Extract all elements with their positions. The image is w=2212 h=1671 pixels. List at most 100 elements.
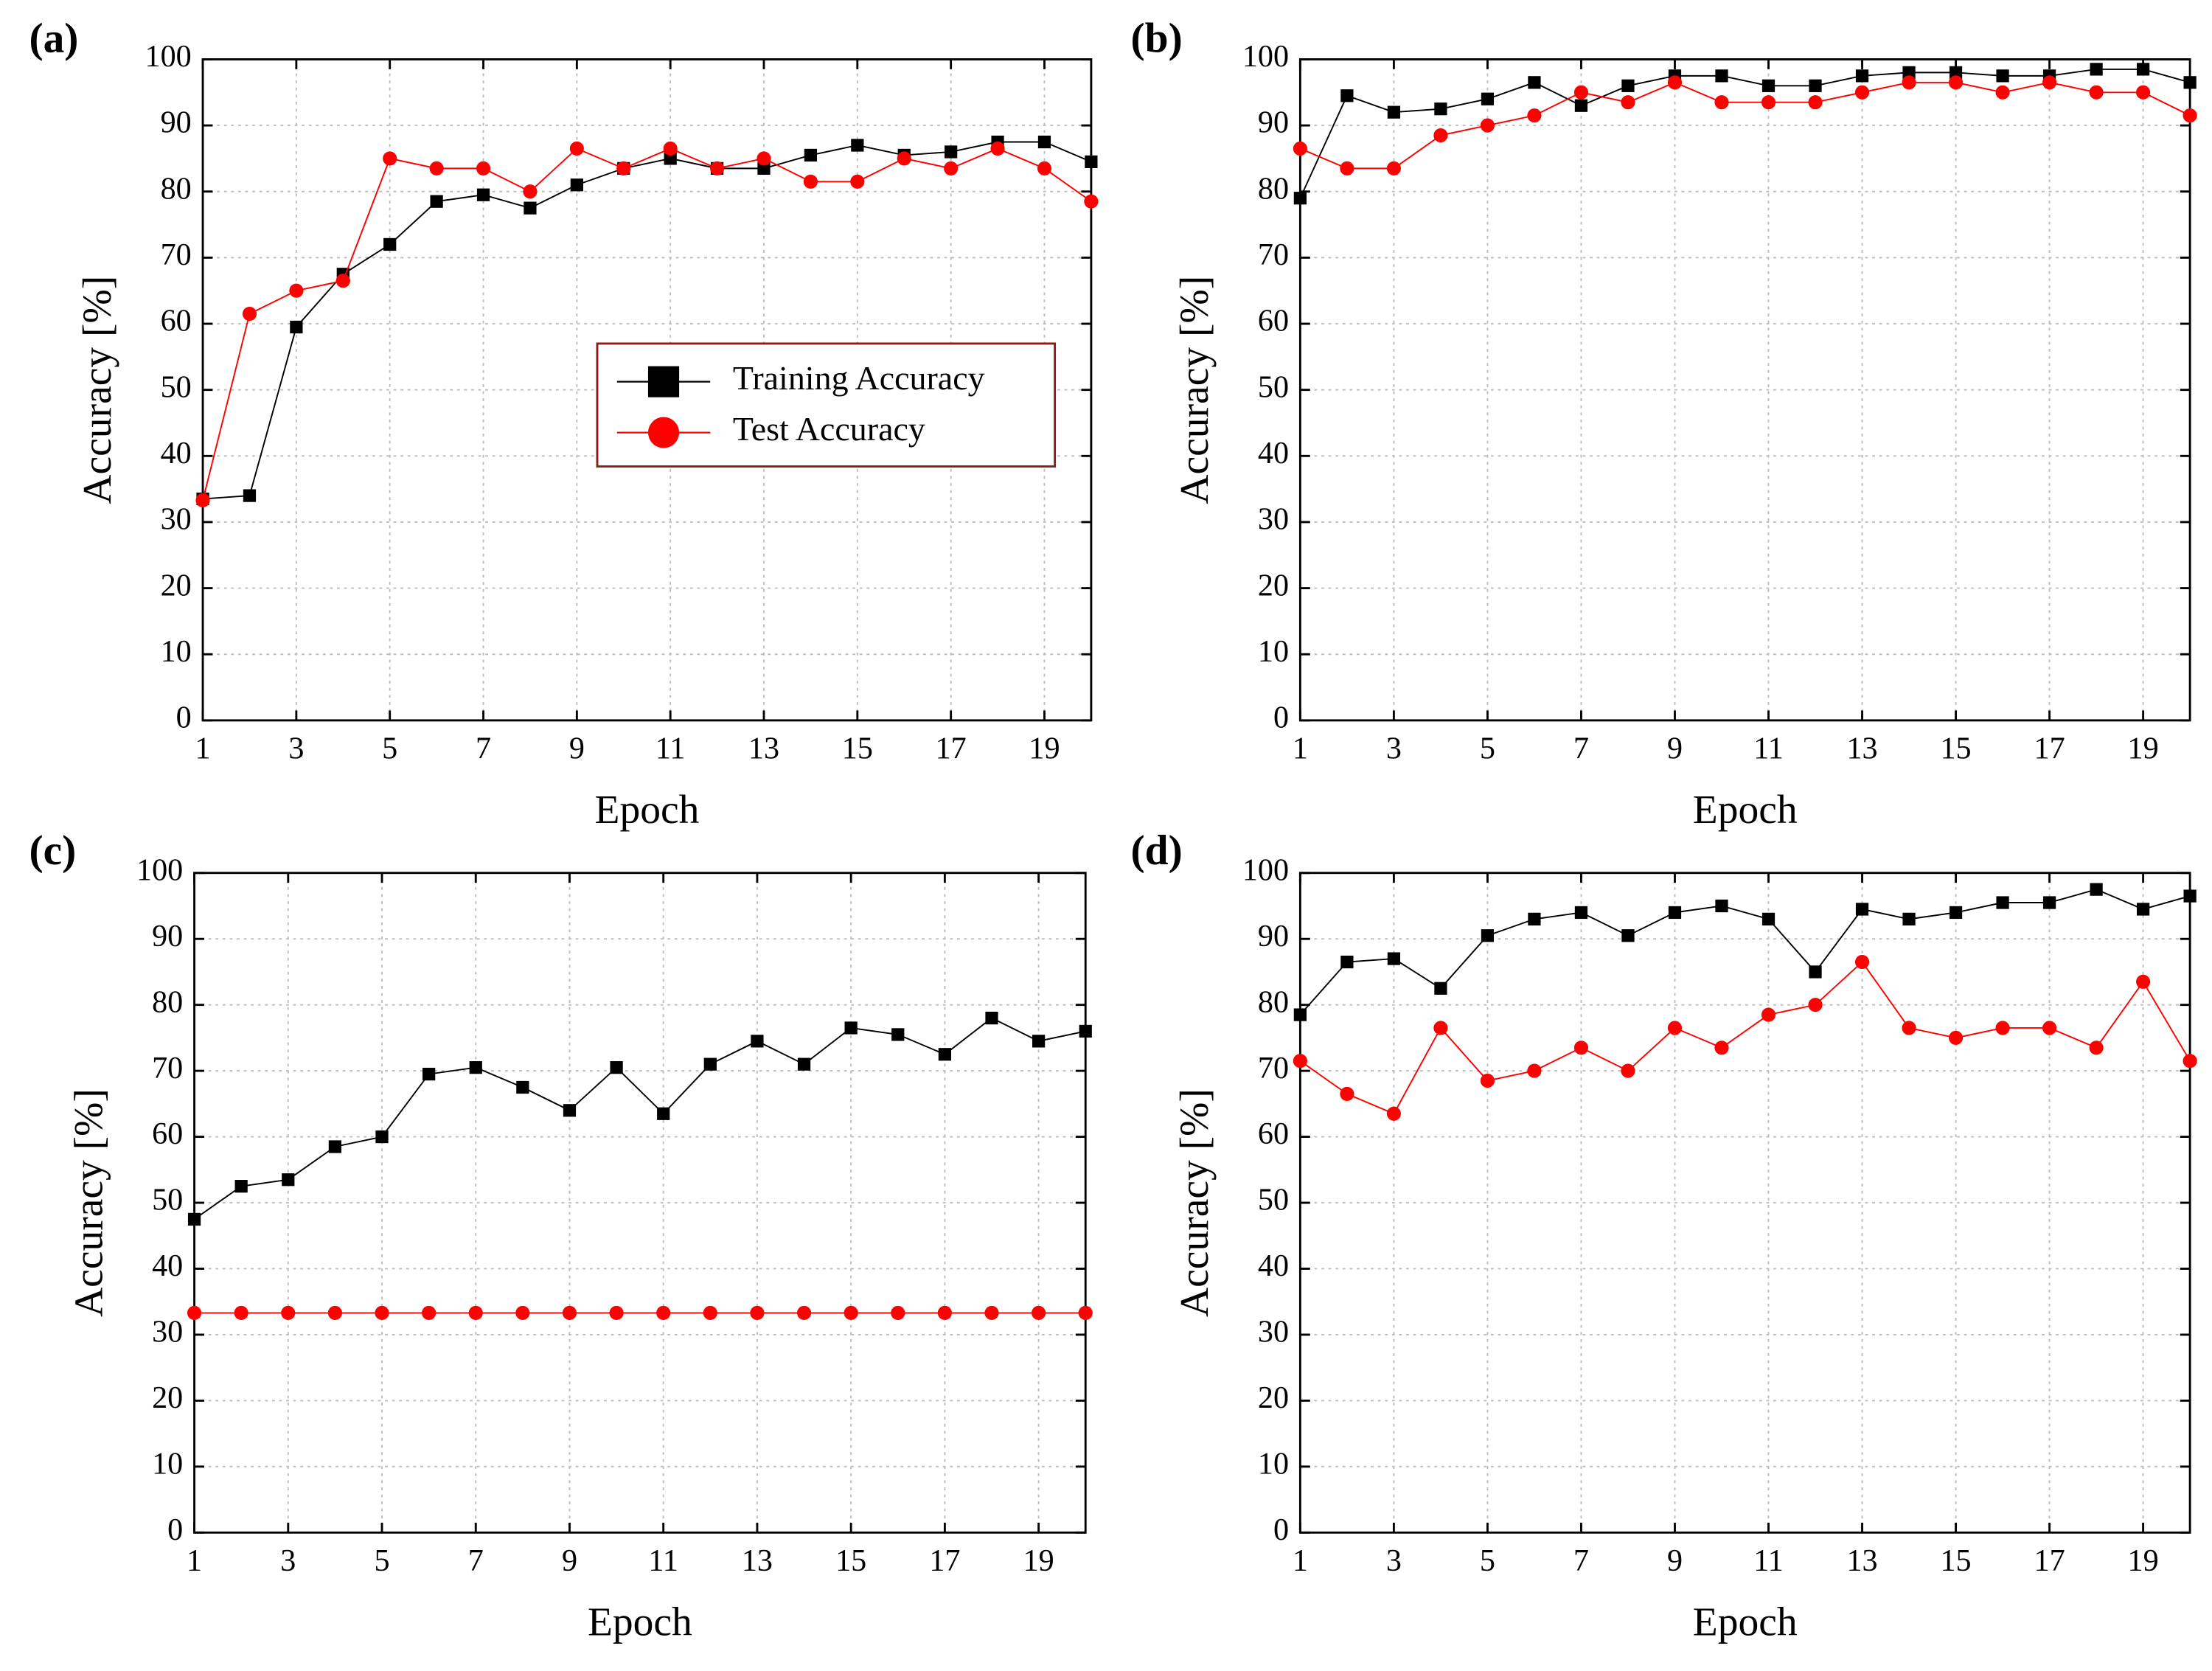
- plot-frame: [193, 872, 1087, 1534]
- marker: [1293, 141, 1307, 156]
- marker: [1621, 95, 1635, 110]
- series-line: [1299, 68, 2191, 199]
- marker: [1948, 75, 1964, 90]
- y-tick-label: 50: [152, 1183, 183, 1217]
- legend-marker: [647, 366, 680, 397]
- x-tick-label: 1: [1293, 732, 1308, 766]
- marker: [1573, 85, 1589, 100]
- marker: [750, 1305, 765, 1320]
- marker: [937, 1305, 952, 1320]
- marker: [985, 1011, 998, 1025]
- y-tick-label: 30: [1258, 1315, 1289, 1349]
- y-tick-label: 80: [1258, 984, 1289, 1019]
- marker: [2042, 75, 2057, 90]
- y-tick-label: 80: [1258, 171, 1289, 206]
- x-axis-label: Epoch: [588, 1599, 692, 1644]
- marker: [1761, 1007, 1776, 1022]
- marker: [1528, 912, 1541, 925]
- x-tick-label: 3: [1386, 732, 1402, 766]
- marker: [1761, 79, 1775, 92]
- marker: [851, 139, 864, 152]
- x-tick-label: 5: [1480, 1543, 1495, 1578]
- marker: [2090, 63, 2103, 76]
- marker: [242, 307, 257, 322]
- y-tick-label: 30: [1258, 502, 1289, 537]
- marker: [1667, 1021, 1683, 1035]
- marker: [1481, 929, 1495, 942]
- marker: [804, 148, 818, 162]
- series-line: [194, 1017, 1086, 1220]
- marker: [430, 195, 443, 208]
- panel-label: (c): [29, 827, 76, 874]
- y-tick-label: 0: [1273, 1512, 1289, 1547]
- marker: [523, 184, 538, 199]
- y-tick-label: 0: [176, 701, 192, 735]
- marker: [1761, 912, 1775, 925]
- marker: [1340, 161, 1354, 176]
- y-tick-label: 40: [161, 436, 192, 470]
- series-line: [202, 147, 1092, 501]
- marker: [609, 1305, 624, 1320]
- y-tick-label: 100: [145, 39, 192, 74]
- marker: [1995, 1021, 2010, 1035]
- x-tick-label: 9: [562, 1543, 577, 1578]
- marker: [1386, 1106, 1401, 1121]
- marker: [796, 1305, 812, 1320]
- x-tick-label: 5: [382, 732, 397, 766]
- marker: [1293, 1054, 1307, 1069]
- marker: [751, 1035, 764, 1048]
- y-tick-label: 10: [1258, 634, 1289, 669]
- marker: [1996, 896, 2009, 909]
- y-tick-label: 0: [1273, 701, 1289, 735]
- legend-box: [596, 342, 1057, 468]
- y-tick-label: 70: [1258, 237, 1289, 272]
- marker: [562, 1305, 577, 1320]
- marker: [897, 151, 911, 166]
- marker: [990, 141, 1005, 156]
- marker: [703, 1057, 717, 1071]
- y-tick-label: 100: [1242, 39, 1289, 74]
- plot-frame: [1298, 872, 2191, 1534]
- marker: [664, 152, 677, 165]
- marker: [1854, 954, 1870, 970]
- y-tick-label: 50: [1258, 1183, 1289, 1217]
- marker: [1715, 899, 1728, 913]
- legend-label: Training Accuracy: [733, 359, 985, 397]
- marker: [469, 1061, 482, 1074]
- marker: [1902, 75, 1916, 90]
- marker: [1809, 965, 1822, 979]
- series-line: [1299, 889, 2191, 1015]
- x-tick-label: 17: [2034, 732, 2065, 766]
- x-tick-label: 7: [468, 1543, 484, 1578]
- marker: [187, 1212, 201, 1226]
- marker: [1387, 105, 1401, 119]
- x-tick-label: 19: [1029, 732, 1060, 766]
- y-axis-label: Accuracy [%]: [66, 1088, 111, 1317]
- marker: [243, 489, 257, 502]
- y-tick-label: 20: [1258, 568, 1289, 602]
- marker: [1434, 982, 1447, 995]
- marker: [1902, 66, 1916, 79]
- x-tick-label: 7: [476, 732, 491, 766]
- x-tick-label: 17: [929, 1543, 960, 1578]
- x-tick-label: 13: [748, 732, 779, 766]
- marker: [1621, 929, 1635, 942]
- x-axis-label: Epoch: [1693, 788, 1798, 833]
- marker: [1032, 1305, 1046, 1320]
- marker: [2089, 85, 2104, 100]
- marker: [1902, 912, 1916, 925]
- marker: [703, 1305, 717, 1320]
- marker: [187, 1305, 202, 1320]
- marker: [1037, 161, 1052, 176]
- marker: [757, 161, 771, 175]
- marker: [1573, 1041, 1589, 1055]
- marker: [803, 174, 818, 189]
- marker: [1715, 69, 1728, 83]
- marker: [1032, 1035, 1046, 1048]
- x-tick-label: 17: [2034, 1543, 2065, 1578]
- marker: [1340, 89, 1354, 103]
- marker: [422, 1305, 437, 1320]
